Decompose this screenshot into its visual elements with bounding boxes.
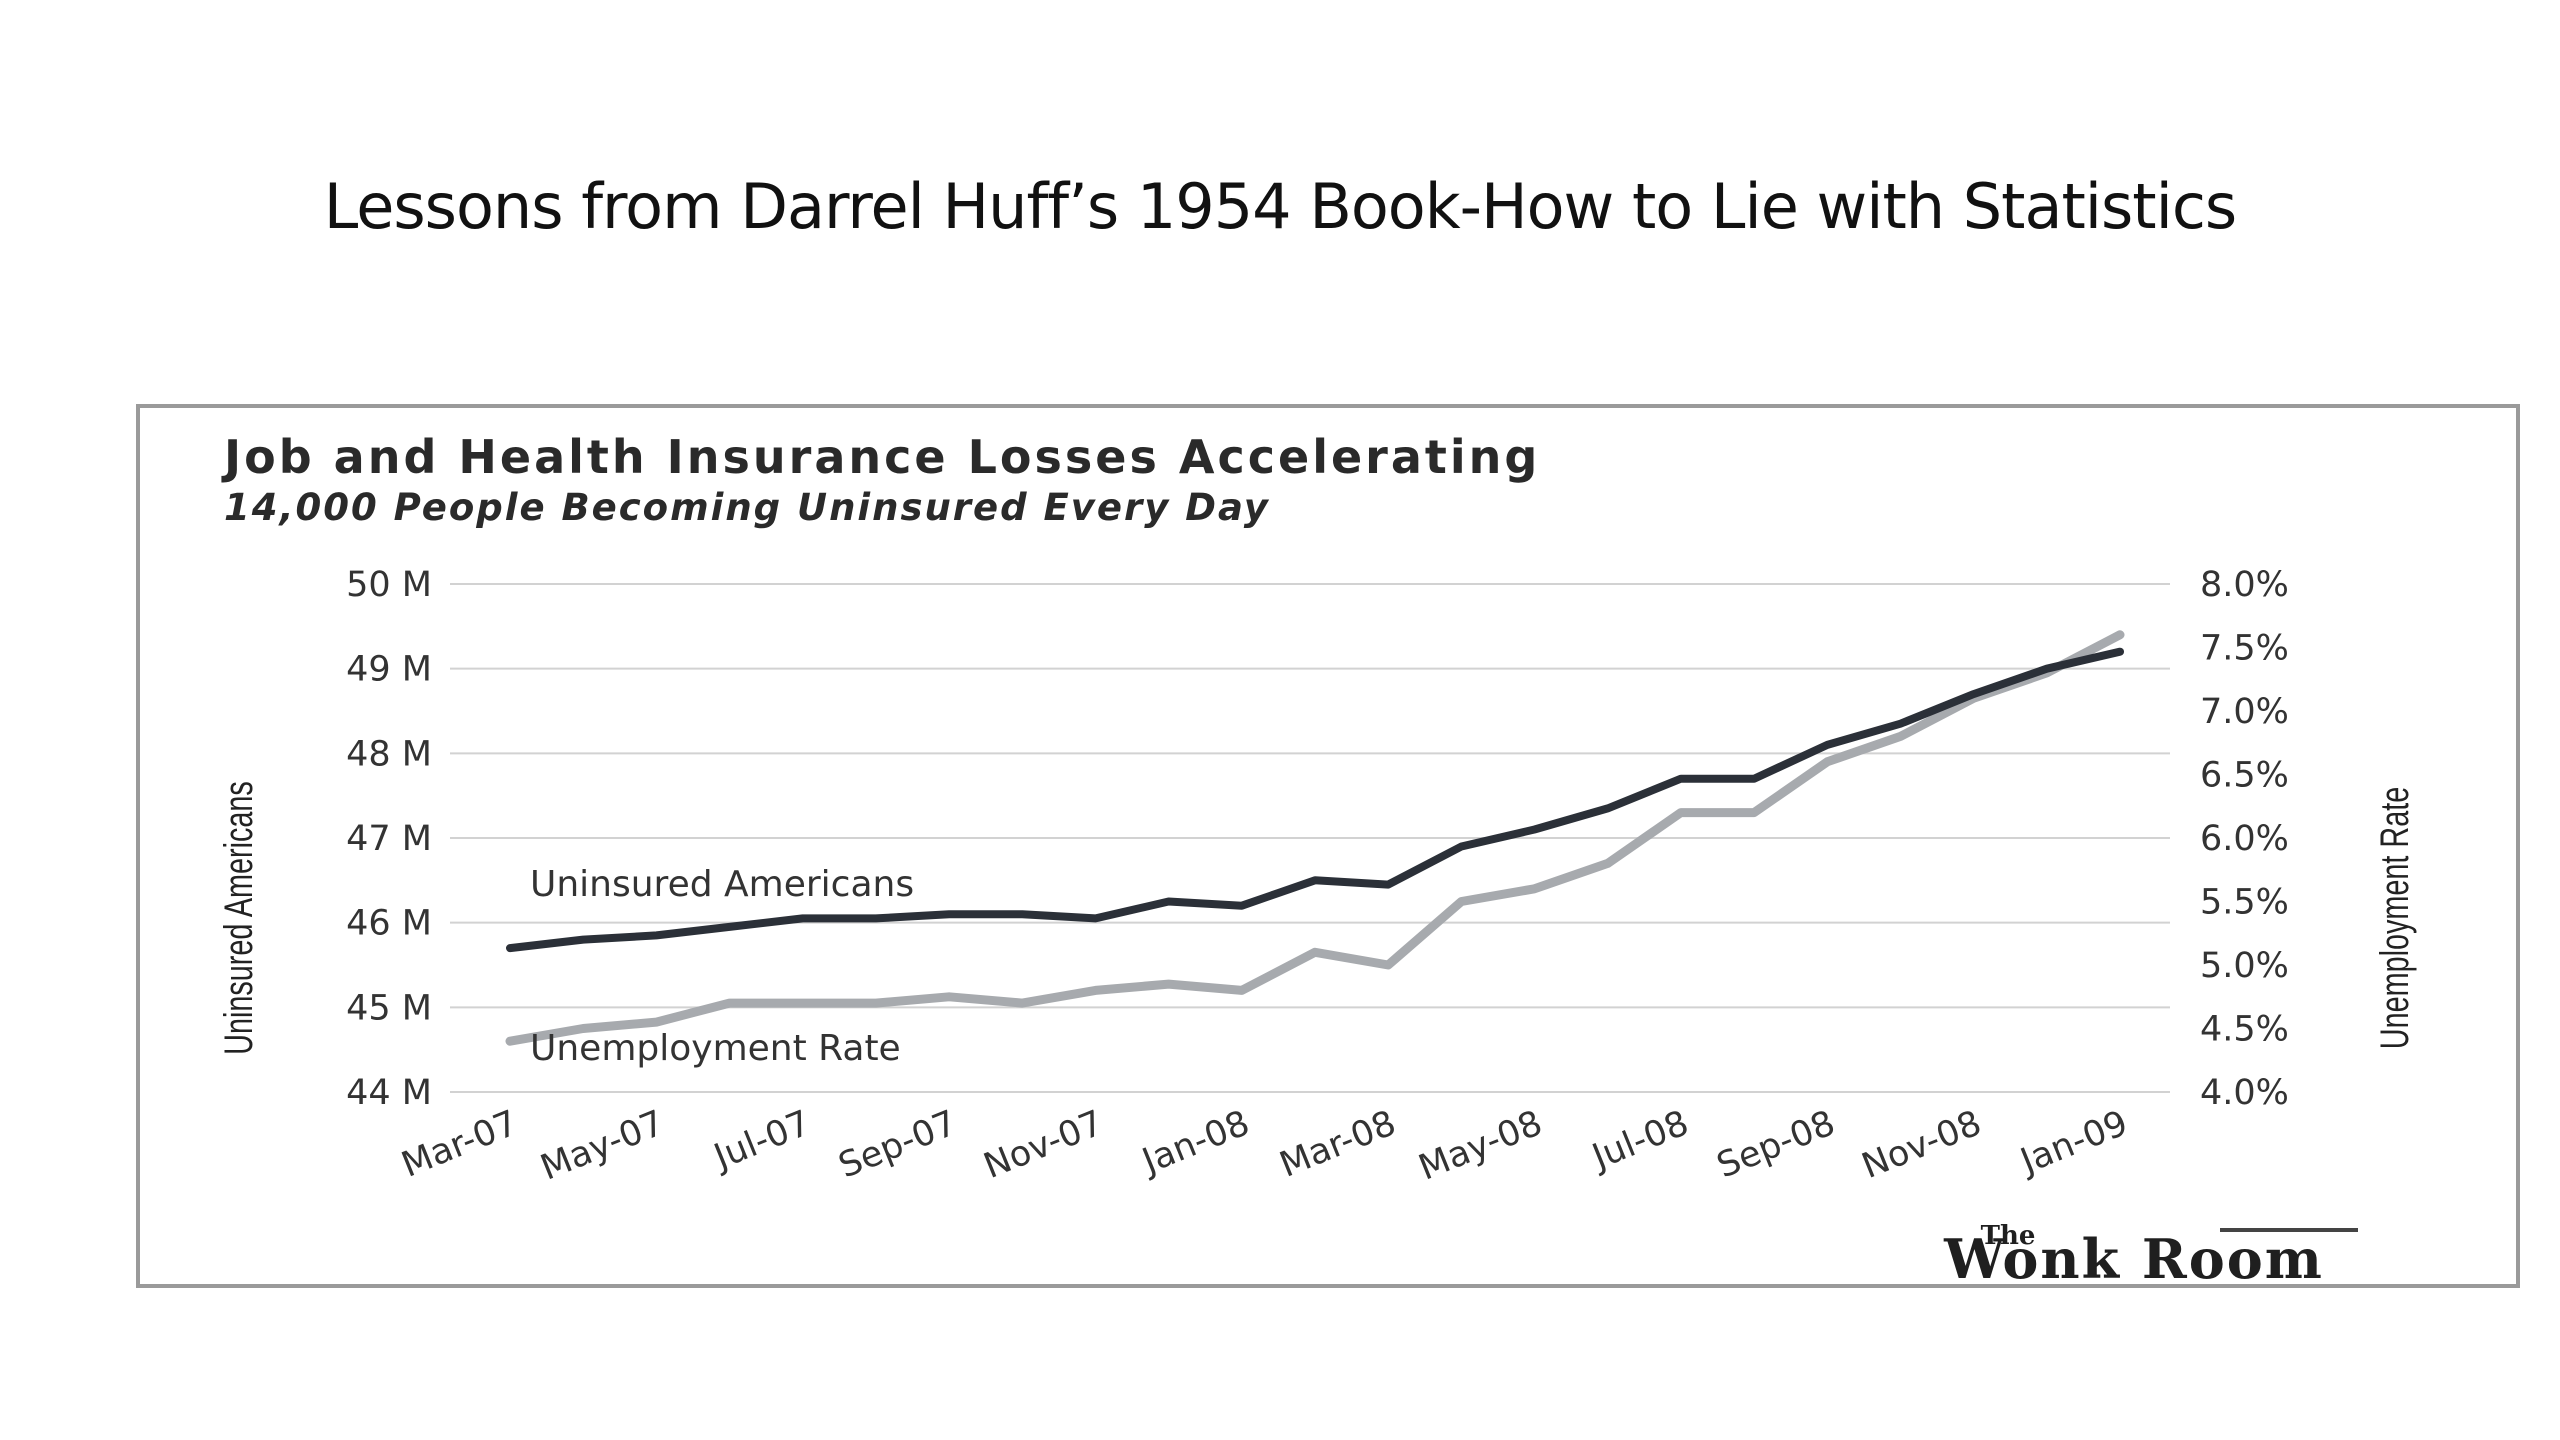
right-tick-label: 6.5% bbox=[2200, 756, 2289, 796]
x-tick-label: Sep-08 bbox=[1711, 1103, 1840, 1186]
right-tick-label: 6.0% bbox=[2200, 819, 2289, 859]
left-tick-label: 47 M bbox=[346, 819, 432, 859]
svg-text:Wonk Room: Wonk Room bbox=[1943, 1227, 2324, 1284]
x-tick-label: Nov-07 bbox=[978, 1103, 1108, 1187]
chart-title: Job and Health Insurance Losses Accelera… bbox=[224, 430, 1541, 484]
wonk-room-logo: The Wonk Room bbox=[1943, 1221, 2358, 1284]
chart-frame: Job and Health Insurance Losses Accelera… bbox=[136, 404, 2520, 1288]
left-tick-label: 45 M bbox=[346, 988, 432, 1028]
right-tick-label: 5.0% bbox=[2200, 946, 2289, 986]
left-axis-ticks: 50 M 49 M 48 M 47 M 46 M 45 M 44 M bbox=[346, 565, 432, 1113]
chart-subtitle: 14,000 People Becoming Uninsured Every D… bbox=[224, 486, 1270, 529]
right-tick-label: 5.5% bbox=[2200, 883, 2289, 923]
x-tick-label: Jan-09 bbox=[2013, 1103, 2133, 1182]
left-axis-title: Uninsured Americans bbox=[216, 781, 261, 1055]
uninsured-series-label: Uninsured Americans bbox=[530, 864, 914, 905]
right-tick-label: 4.0% bbox=[2200, 1073, 2289, 1113]
x-tick-label: Mar-07 bbox=[396, 1103, 523, 1185]
uninsured-americans-line bbox=[506, 647, 2124, 953]
left-tick-label: 46 M bbox=[346, 904, 432, 944]
x-axis-ticks: Mar-07 May-07 Jul-07 Sep-07 Nov-07 Jan-08 Mar-… bbox=[396, 1103, 2133, 1188]
left-tick-label: 48 M bbox=[346, 734, 432, 774]
left-tick-label: 49 M bbox=[346, 650, 432, 690]
right-axis-title: Unemployment Rate bbox=[2372, 787, 2417, 1049]
left-tick-label: 50 M bbox=[346, 565, 432, 605]
slide-title: Lessons from Darrel Huff’s 1954 Book-How… bbox=[323, 170, 2237, 243]
x-tick-label: Mar-08 bbox=[1274, 1103, 1401, 1185]
left-tick-label: 44 M bbox=[346, 1073, 432, 1113]
svg-text:The: The bbox=[1981, 1221, 2036, 1251]
x-tick-label: Jan-08 bbox=[1135, 1103, 1255, 1182]
right-tick-label: 8.0% bbox=[2200, 565, 2289, 605]
unemployment-series-label: Unemployment Rate bbox=[530, 1028, 901, 1069]
x-tick-label: Jul-07 bbox=[707, 1103, 816, 1178]
gridlines bbox=[450, 583, 2170, 1093]
right-axis-ticks: 8.0% 7.5% 7.0% 6.5% 6.0% 5.5% 5.0% 4.5% 4.0% bbox=[2200, 565, 2289, 1113]
right-tick-label: 7.0% bbox=[2200, 692, 2289, 732]
x-tick-label: Jul-08 bbox=[1585, 1103, 1694, 1178]
line-chart: 50 M 49 M 48 M 47 M 46 M 45 M 44 M 8.0% 7.5% 7.0… bbox=[216, 565, 2417, 1284]
x-tick-label: Sep-07 bbox=[833, 1103, 962, 1186]
right-tick-label: 7.5% bbox=[2200, 629, 2289, 669]
unemployment-rate-line bbox=[505, 630, 2125, 1046]
series-lines bbox=[505, 630, 2125, 1046]
x-tick-label: May-08 bbox=[1413, 1103, 1548, 1188]
x-tick-label: May-07 bbox=[535, 1103, 670, 1188]
x-tick-label: Nov-08 bbox=[1857, 1103, 1987, 1187]
right-tick-label: 4.5% bbox=[2200, 1010, 2289, 1050]
